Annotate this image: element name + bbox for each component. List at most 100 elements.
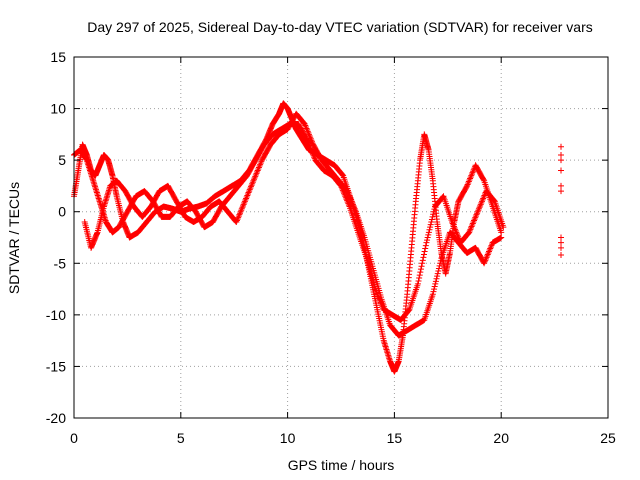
data-point	[343, 196, 350, 203]
data-point	[450, 221, 457, 228]
data-point	[405, 307, 412, 314]
data-point	[482, 257, 489, 264]
data-point	[345, 191, 352, 198]
data-point	[477, 202, 484, 209]
data-point	[488, 242, 495, 249]
data-point	[467, 175, 474, 182]
data-point	[474, 208, 481, 215]
data-point	[481, 260, 488, 267]
data-point	[246, 186, 253, 193]
data-point	[432, 278, 439, 285]
x-tick-label: 0	[70, 430, 78, 446]
x-axis-label: GPS time / hours	[288, 457, 395, 473]
data-point	[449, 220, 456, 227]
data-point	[431, 286, 438, 293]
data-point	[471, 216, 478, 223]
data-point	[346, 192, 353, 199]
data-point	[423, 239, 430, 246]
data-point	[342, 194, 349, 201]
data-point	[245, 189, 252, 196]
data-point	[475, 205, 482, 212]
data-point	[417, 266, 424, 273]
data-point	[241, 198, 248, 205]
data-point	[305, 140, 312, 147]
y-tick-label: 15	[50, 49, 66, 65]
data-point	[420, 251, 427, 258]
data-point	[250, 177, 257, 184]
data-point	[487, 245, 494, 252]
data-point	[405, 308, 412, 315]
data-point	[310, 152, 317, 159]
data-point	[437, 257, 444, 264]
data-point	[372, 286, 379, 293]
data-point	[348, 196, 355, 203]
data-point	[243, 193, 250, 200]
data-point	[558, 252, 565, 259]
data-point	[452, 227, 459, 234]
data-point	[434, 270, 441, 277]
data-point	[425, 231, 432, 238]
data-point	[258, 158, 265, 165]
y-tick-label: -5	[54, 255, 67, 271]
data-point	[430, 208, 437, 215]
y-axis-label: SDTVAR / TECUs	[6, 182, 22, 294]
data-point	[414, 280, 421, 287]
data-point	[469, 169, 476, 176]
data-point	[468, 223, 475, 230]
data-point	[421, 248, 428, 255]
data-point	[482, 255, 489, 262]
data-point	[238, 205, 245, 212]
data-point	[247, 185, 254, 192]
data-point	[469, 220, 476, 227]
data-point	[478, 198, 485, 205]
data-point	[480, 176, 487, 183]
data-point	[417, 269, 424, 276]
y-tick-label: -15	[46, 358, 66, 374]
data-point	[558, 167, 565, 174]
data-point	[470, 219, 477, 226]
data-point	[419, 260, 426, 267]
data-point	[345, 200, 352, 207]
data-point	[468, 171, 475, 178]
data-point	[238, 207, 245, 214]
data-point	[471, 217, 478, 224]
data-point	[253, 170, 260, 177]
data-point	[479, 196, 486, 203]
data-point	[301, 121, 308, 128]
data-point	[477, 201, 484, 208]
data-point	[428, 219, 435, 226]
data-point	[302, 123, 309, 130]
axis-ticks: 0 5 10 15 20 25 -20 -15 -10 -5 0 5 10 15	[46, 49, 616, 446]
data-point	[481, 192, 488, 199]
data-point	[345, 189, 352, 196]
data-point	[467, 226, 474, 233]
data-point	[243, 195, 250, 202]
data-point	[464, 182, 471, 189]
data-point	[304, 137, 311, 144]
data-point	[436, 262, 443, 269]
chart-title: Day 297 of 2025, Sidereal Day-to-day VTE…	[87, 19, 593, 35]
data-point	[339, 171, 346, 178]
data-point	[304, 128, 311, 135]
data-point	[463, 184, 470, 191]
data-point	[242, 196, 249, 203]
data-point	[244, 192, 251, 199]
data-point	[239, 204, 246, 211]
data-point	[345, 202, 352, 209]
data-point	[347, 195, 354, 202]
data-point	[472, 213, 479, 220]
data-point	[349, 201, 356, 208]
data-point	[249, 180, 256, 187]
x-tick-label: 25	[600, 430, 616, 446]
data-point	[431, 206, 438, 213]
data-point	[254, 168, 261, 175]
data-point	[487, 244, 494, 251]
data-point	[466, 227, 473, 234]
data-point	[498, 234, 505, 241]
data-point	[341, 190, 348, 197]
data-point	[306, 132, 313, 139]
data-point	[483, 254, 490, 261]
data-point	[466, 229, 473, 236]
data-point	[474, 210, 481, 217]
